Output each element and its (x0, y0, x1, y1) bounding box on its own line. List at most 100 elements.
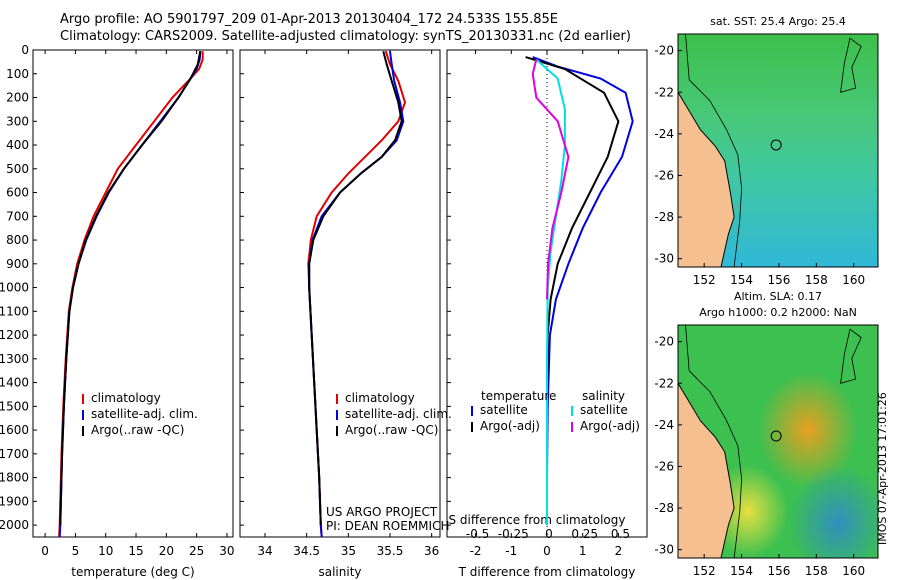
y-tick-label: 800 (6, 233, 29, 247)
plot-frame (239, 49, 441, 538)
series-line-2 (308, 50, 403, 526)
x-tick-label: 36 (424, 544, 439, 558)
y-tick-label: 1400 (0, 376, 29, 390)
x-tick-label: 152 (693, 564, 716, 578)
credit-project: US ARGO PROJECT (326, 505, 438, 519)
map-frame (677, 324, 879, 559)
legend-header-salinity: salinity (582, 389, 625, 403)
legend-entry: satellite-adj. clim. (91, 407, 198, 421)
x-tick-label: 34.5 (293, 544, 320, 558)
x-tick-label: 154 (730, 273, 753, 287)
line-panel-1: 34 34.5 35 35.5 36 salinity climatology satelli… (239, 49, 452, 579)
y-tick-label: -26 (654, 168, 674, 182)
y-tick-label: 1300 (0, 352, 29, 366)
x-tick-label: 34 (257, 544, 272, 558)
legend-entry: Argo(..raw -QC) (91, 423, 184, 437)
legend-entry: satellite-adj. clim. (345, 407, 452, 421)
credit-pi: PI: DEAN ROEMMICH (326, 519, 449, 533)
x-tick-label: 160 (842, 564, 865, 578)
map-frame (677, 33, 879, 268)
y-tick-label: 1900 (0, 494, 29, 508)
map-panel: -20 -22 -24 -26 -28 -30 152 154 156 158 160 sat. SS… (654, 15, 879, 287)
x-tick-label: 35 (341, 544, 356, 558)
y-tick-label: -28 (654, 210, 674, 224)
legend-entry: Argo(..raw -QC) (345, 423, 438, 437)
series-line-1 (58, 51, 202, 538)
reef-contour (840, 37, 862, 93)
y-tick-label: 200 (6, 91, 29, 105)
x-axis-label: salinity (318, 565, 361, 579)
x-tick-label: 5 (72, 544, 80, 558)
x-tick-label: 156 (767, 564, 790, 578)
series-line-0 (58, 51, 204, 538)
x-tick-label: 30 (219, 544, 234, 558)
x-tick-label: 154 (730, 564, 753, 578)
y-tick-label: -22 (654, 85, 674, 99)
x-tick-label: 0 (41, 544, 49, 558)
x-tick-label: 158 (805, 273, 828, 287)
y-tick-label: 700 (6, 209, 29, 223)
series-line-1 (308, 51, 405, 538)
map-title-sst: sat. SST: 25.4 Argo: 25.4 (710, 15, 846, 28)
series-line-0 (307, 50, 407, 538)
argo-float-marker (770, 430, 782, 442)
y-tick-label: 600 (6, 186, 29, 200)
x-tick-label: 1 (579, 544, 587, 558)
x-tick-label: 0 (543, 544, 551, 558)
y-tick-label: 1000 (0, 281, 29, 295)
series-line-3 (531, 59, 570, 300)
x-tick-label: 20 (159, 544, 174, 558)
x-tick-label: 35.5 (377, 544, 404, 558)
legend-header-temperature: temperature (481, 389, 556, 403)
timestamp-watermark: IMOS 07-Apr-2013 17:01:26 (876, 392, 889, 545)
x-tick-label-salinity: 0.5 (611, 527, 630, 541)
argo-float-marker (770, 139, 782, 151)
legend-entry: satellite (480, 403, 528, 417)
x-tick-label-salinity: -0.25 (498, 527, 529, 541)
x-axis-label: temperature (deg C) (71, 565, 194, 579)
x-tick-label-salinity: 0.25 (571, 527, 598, 541)
y-tick-label: 500 (6, 162, 29, 176)
x-tick-label: 156 (767, 273, 790, 287)
x-tick-label: -2 (470, 544, 482, 558)
y-tick-label: -20 (654, 44, 674, 58)
bathymetry-contour (685, 33, 743, 268)
chart-title-line1: Argo profile: AO 5901797_209 01-Apr-2013… (60, 12, 558, 27)
y-tick-label: 1600 (0, 423, 29, 437)
x-axis-label-salinity: S difference from climatology (449, 513, 626, 527)
x-tick-label: 2 (615, 544, 623, 558)
chart-title-line2: Climatology: CARS2009. Satellite-adjuste… (60, 29, 631, 44)
line-panel-0: 0 5 10 15 20 25 300100200300400500600700800900… (0, 43, 235, 579)
y-tick-label: 900 (6, 257, 29, 271)
legend-entry: Argo(-adj) (480, 419, 540, 433)
y-tick-label: 1800 (0, 471, 29, 485)
y-tick-label: -30 (654, 252, 674, 266)
y-tick-label: 300 (6, 114, 29, 128)
series-line-2 (535, 58, 566, 526)
y-tick-label: 0 (21, 43, 29, 57)
series-line-2 (59, 51, 202, 526)
bathymetry-contour (685, 324, 743, 559)
legend-entry: climatology (91, 391, 161, 405)
x-tick-label: -1 (505, 544, 517, 558)
y-tick-label: 1100 (0, 304, 29, 318)
map-subtitle-sla: Argo h1000: 0.2 h2000: NaN (699, 306, 857, 319)
y-tick-label: -24 (654, 418, 674, 432)
y-tick-label: 2000 (0, 518, 29, 532)
x-axis-label: T difference from climatology (458, 565, 636, 579)
y-tick-label: -22 (654, 376, 674, 390)
y-tick-label: -26 (654, 459, 674, 473)
x-tick-label: 160 (842, 273, 865, 287)
y-tick-label: -24 (654, 127, 674, 141)
x-tick-label: 152 (693, 273, 716, 287)
legend-entry: Argo(-adj) (580, 419, 640, 433)
x-tick-label: 158 (805, 564, 828, 578)
y-tick-label: 1500 (0, 399, 29, 413)
y-tick-label: 100 (6, 67, 29, 81)
map-title-sla: Altim. SLA: 0.17 (734, 290, 822, 303)
plot-frame (32, 49, 234, 538)
y-tick-label: 1700 (0, 447, 29, 461)
reef-contour (840, 328, 862, 384)
map-panel: -20 -22 -24 -26 -28 -30 152 154 156 158 160 Altim. … (654, 290, 879, 578)
